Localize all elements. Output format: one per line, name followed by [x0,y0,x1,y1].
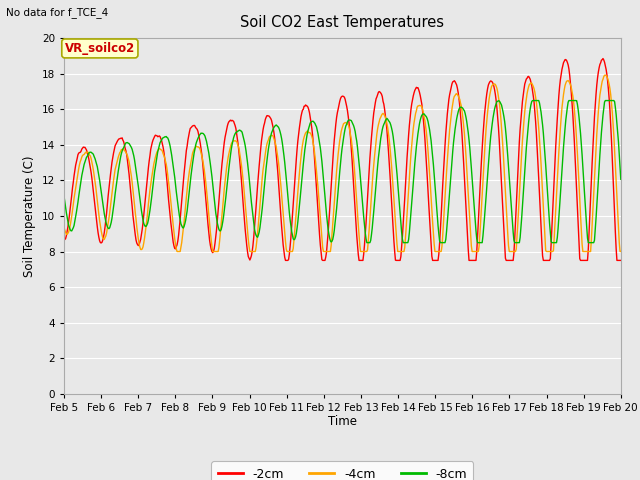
-8cm [363,240,371,246]
-8cm [529,97,536,103]
Title: Soil CO2 East Temperatures: Soil CO2 East Temperatures [241,15,444,30]
-8cm [428,138,435,144]
-4cm [411,115,419,120]
-4cm [173,249,181,254]
-4cm [214,249,222,254]
-4cm [70,195,78,201]
-4cm [127,173,135,179]
Line: -4cm: -4cm [64,75,621,252]
Line: -8cm: -8cm [64,100,621,243]
-4cm [602,72,609,78]
-2cm [60,238,68,243]
-8cm [184,201,192,207]
Legend: -2cm, -4cm, -8cm: -2cm, -4cm, -8cm [211,461,474,480]
Y-axis label: Soil Temperature (C): Soil Temperature (C) [23,155,36,277]
Text: No data for f_TCE_4: No data for f_TCE_4 [6,7,109,18]
-8cm [127,144,135,150]
Line: -2cm: -2cm [64,59,621,260]
-4cm [60,224,68,229]
X-axis label: Time: Time [328,415,357,429]
-2cm [617,257,625,263]
-2cm [411,87,419,93]
-8cm [214,220,221,226]
-2cm [428,241,435,247]
-4cm [428,194,435,200]
-2cm [127,195,135,201]
-4cm [617,249,625,254]
-2cm [184,137,192,143]
-2cm [214,217,221,223]
-8cm [617,177,625,182]
-2cm [70,173,78,179]
-4cm [185,173,193,179]
-2cm [282,257,289,263]
-8cm [60,193,68,199]
-8cm [411,161,419,167]
-2cm [599,56,607,61]
-8cm [70,223,78,228]
Text: VR_soilco2: VR_soilco2 [65,42,135,55]
